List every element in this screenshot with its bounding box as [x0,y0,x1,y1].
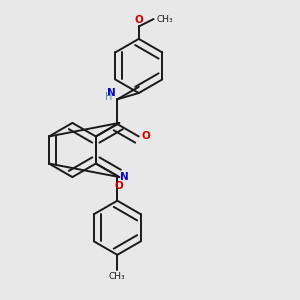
Text: O: O [141,131,150,142]
Text: CH₃: CH₃ [109,272,126,281]
Text: CH₃: CH₃ [156,15,173,24]
Text: H: H [105,92,113,102]
Text: N: N [107,88,116,98]
Text: O: O [115,181,124,191]
Text: O: O [134,14,143,25]
Text: N: N [120,172,129,182]
